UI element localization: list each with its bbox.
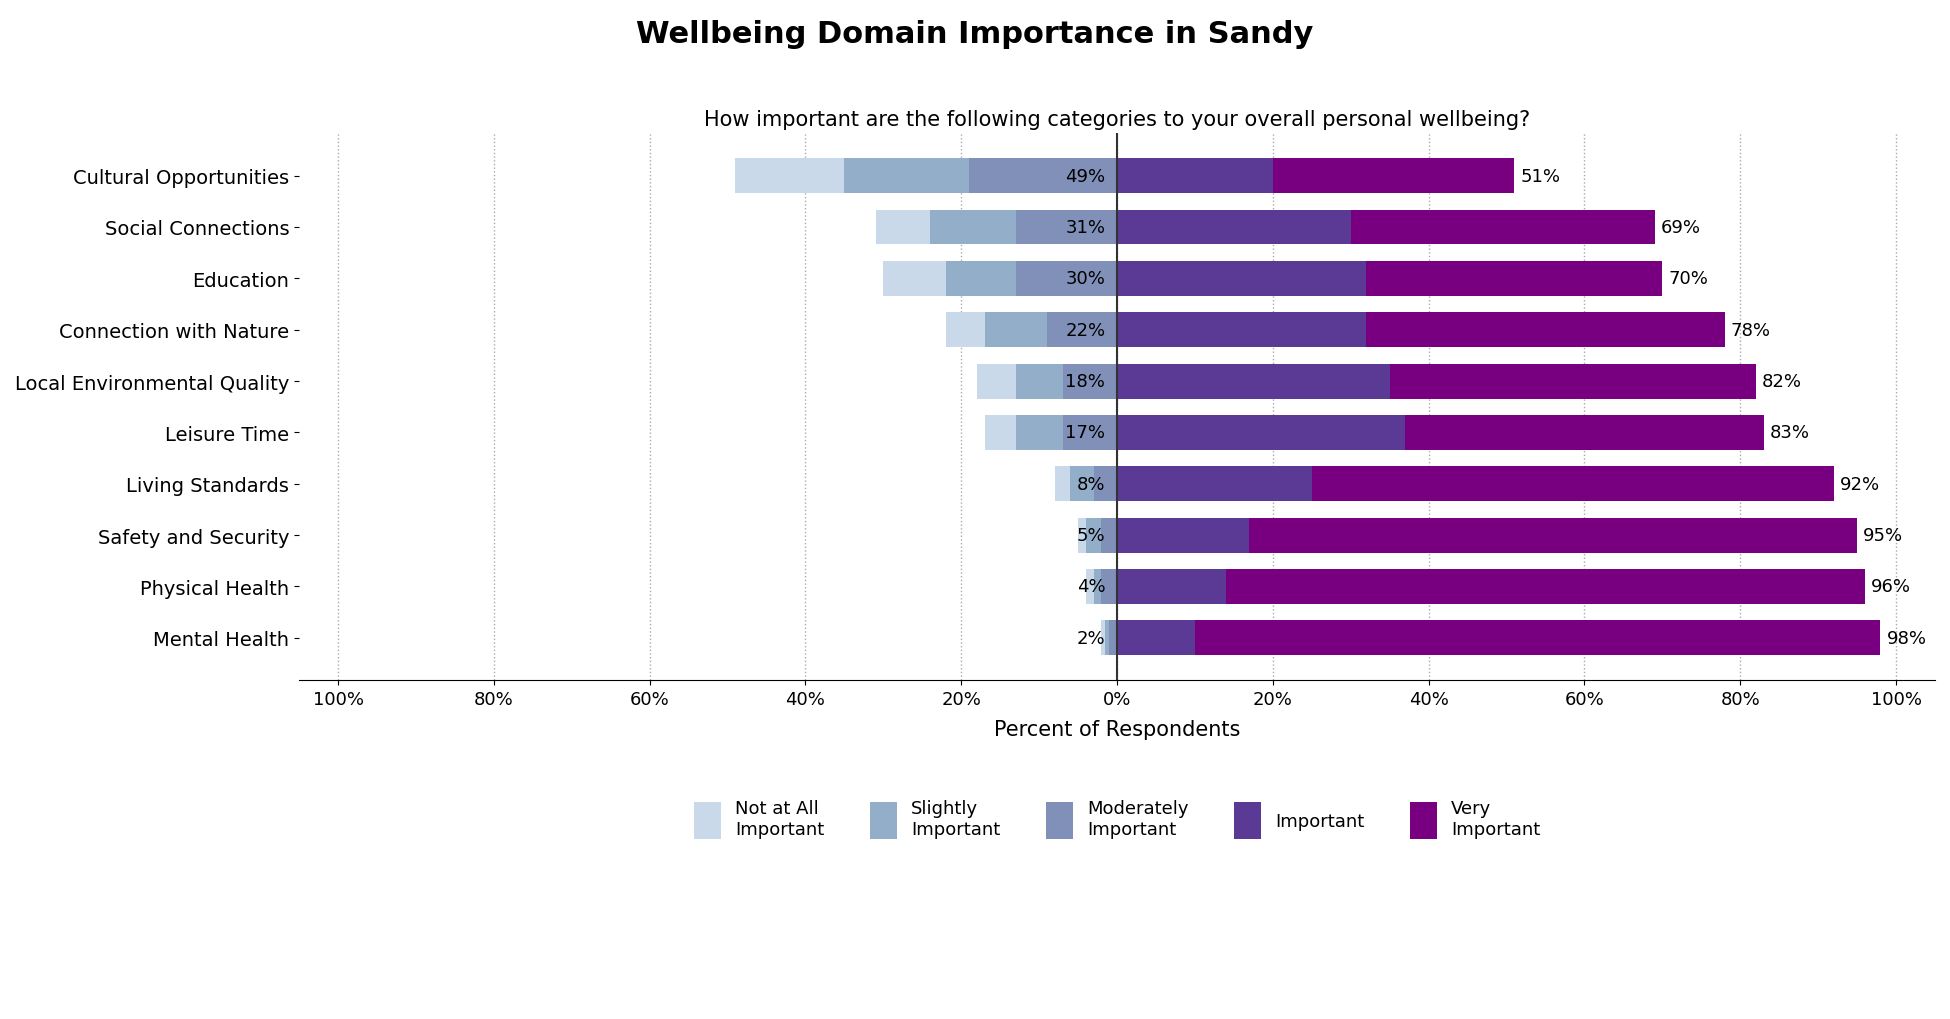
- Bar: [735, 159, 844, 194]
- Bar: [1016, 364, 1063, 399]
- Bar: [1406, 416, 1763, 450]
- Bar: [930, 210, 1016, 246]
- Bar: [1071, 467, 1094, 501]
- Bar: [1195, 621, 1880, 655]
- Bar: [1063, 364, 1117, 399]
- Bar: [985, 313, 1047, 347]
- Bar: [1086, 518, 1102, 553]
- Bar: [1016, 262, 1117, 297]
- Bar: [1117, 621, 1195, 655]
- Text: 30%: 30%: [1065, 270, 1106, 288]
- Text: 69%: 69%: [1661, 219, 1700, 236]
- Bar: [1117, 210, 1351, 246]
- Bar: [946, 262, 1016, 297]
- Bar: [1047, 313, 1117, 347]
- Bar: [1016, 416, 1063, 450]
- Bar: [1367, 262, 1661, 297]
- Bar: [1117, 159, 1273, 194]
- Text: 51%: 51%: [1521, 167, 1560, 185]
- Text: 96%: 96%: [1872, 578, 1911, 596]
- Bar: [1351, 210, 1654, 246]
- Bar: [977, 364, 1016, 399]
- Text: 95%: 95%: [1864, 527, 1903, 544]
- Text: 92%: 92%: [1841, 475, 1880, 493]
- Bar: [876, 210, 930, 246]
- Bar: [1367, 313, 1724, 347]
- Bar: [883, 262, 946, 297]
- Text: 78%: 78%: [1732, 321, 1771, 339]
- Legend: Not at All
Important, Slightly
Important, Moderately
Important, Important, Very
: Not at All Important, Slightly Important…: [686, 792, 1548, 846]
- Text: 22%: 22%: [1065, 321, 1106, 339]
- Bar: [1102, 570, 1117, 604]
- Text: 18%: 18%: [1065, 373, 1106, 390]
- Text: 2%: 2%: [1076, 629, 1106, 647]
- Bar: [844, 159, 969, 194]
- Bar: [1390, 364, 1755, 399]
- Bar: [1312, 467, 1833, 501]
- Bar: [1117, 518, 1250, 553]
- Bar: [1250, 518, 1856, 553]
- Text: 5%: 5%: [1076, 527, 1106, 544]
- Bar: [1117, 262, 1367, 297]
- Text: 8%: 8%: [1076, 475, 1106, 493]
- Text: 17%: 17%: [1065, 424, 1106, 442]
- Bar: [1094, 570, 1102, 604]
- Bar: [1016, 210, 1117, 246]
- Title: How important are the following categories to your overall personal wellbeing?: How important are the following categori…: [704, 110, 1531, 129]
- Bar: [1086, 570, 1094, 604]
- Bar: [969, 159, 1117, 194]
- Bar: [946, 313, 985, 347]
- Bar: [1102, 518, 1117, 553]
- Text: Wellbeing Domain Importance in Sandy: Wellbeing Domain Importance in Sandy: [636, 20, 1314, 49]
- Text: 49%: 49%: [1065, 167, 1106, 185]
- Bar: [1227, 570, 1864, 604]
- Bar: [1106, 621, 1110, 655]
- Text: 4%: 4%: [1076, 578, 1106, 596]
- Text: 31%: 31%: [1065, 219, 1106, 236]
- Bar: [1102, 621, 1106, 655]
- Bar: [1117, 416, 1406, 450]
- X-axis label: Percent of Respondents: Percent of Respondents: [994, 719, 1240, 739]
- Text: 98%: 98%: [1888, 629, 1927, 647]
- Bar: [1117, 467, 1312, 501]
- Bar: [1078, 518, 1086, 553]
- Bar: [1063, 416, 1117, 450]
- Bar: [1117, 364, 1390, 399]
- Bar: [985, 416, 1016, 450]
- Bar: [1055, 467, 1071, 501]
- Bar: [1110, 621, 1117, 655]
- Bar: [1094, 467, 1117, 501]
- Text: 70%: 70%: [1669, 270, 1708, 288]
- Bar: [1117, 313, 1367, 347]
- Text: 83%: 83%: [1771, 424, 1810, 442]
- Bar: [1117, 570, 1227, 604]
- Text: 82%: 82%: [1763, 373, 1802, 390]
- Bar: [1273, 159, 1515, 194]
